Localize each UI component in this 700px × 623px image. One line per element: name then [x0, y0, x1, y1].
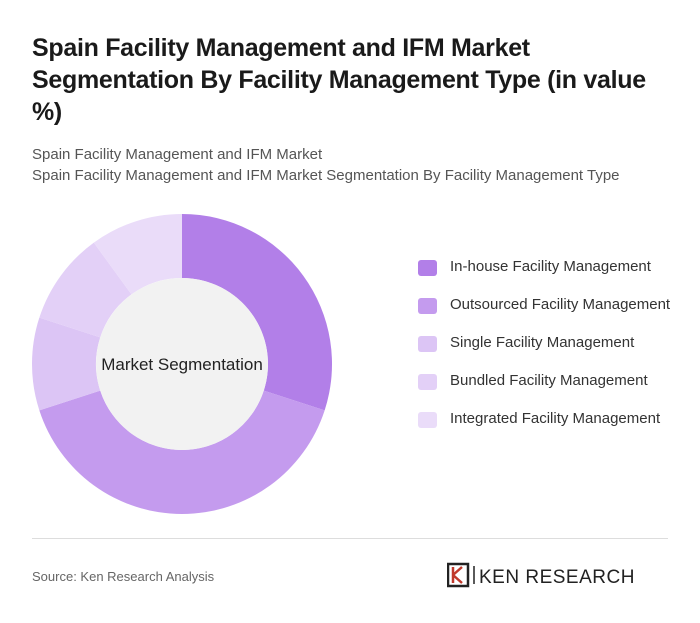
legend-swatch: [418, 336, 437, 352]
donut-chart: Market Segmentation: [32, 214, 332, 514]
legend-swatch: [418, 374, 437, 390]
legend-item: Outsourced Facility Management: [418, 294, 678, 316]
source: Source: Ken Research Analysis: [32, 569, 215, 584]
legend-label: In-house Facility Management: [450, 258, 651, 275]
subtitle-2: Spain Facility Management and IFM Market…: [32, 167, 620, 184]
donut-center: [96, 278, 268, 450]
donut-segment: [32, 317, 101, 411]
legend-item: In-house Facility Management: [418, 256, 678, 278]
subtitle: Spain Facility Management and IFM Market: [32, 146, 323, 163]
legend-item: Single Facility Management: [418, 332, 678, 354]
legend-label: Bundled Facility Management: [450, 372, 648, 389]
logo-text: KEN RESEARCH: [479, 567, 635, 588]
center-label: Market Segmentation: [101, 355, 263, 374]
legend-item: Integrated Facility Management: [418, 408, 678, 430]
legend-swatch: [418, 260, 437, 276]
legend-item: Bundled Facility Management: [418, 370, 678, 392]
legend-label: Single Facility Management: [450, 334, 635, 351]
divider: [32, 538, 668, 539]
legend-label: Outsourced Facility Management: [450, 296, 671, 313]
legend-label: Integrated Facility Management: [450, 410, 661, 427]
logo-k: [451, 566, 463, 584]
donut-segment: [39, 390, 325, 514]
donut-segment: [39, 242, 132, 338]
legend-swatch: [418, 298, 437, 314]
logo-icon: [447, 562, 470, 588]
legend-swatch: [418, 412, 437, 428]
donut-segment: [93, 214, 182, 295]
donut-segment: [182, 214, 332, 411]
legend: In-house Facility Management Outsourced F…: [418, 256, 678, 446]
logo: KEN RESEARCH: [447, 562, 635, 588]
chart-title: Spain Facility Management and IFM Market…: [32, 34, 646, 126]
